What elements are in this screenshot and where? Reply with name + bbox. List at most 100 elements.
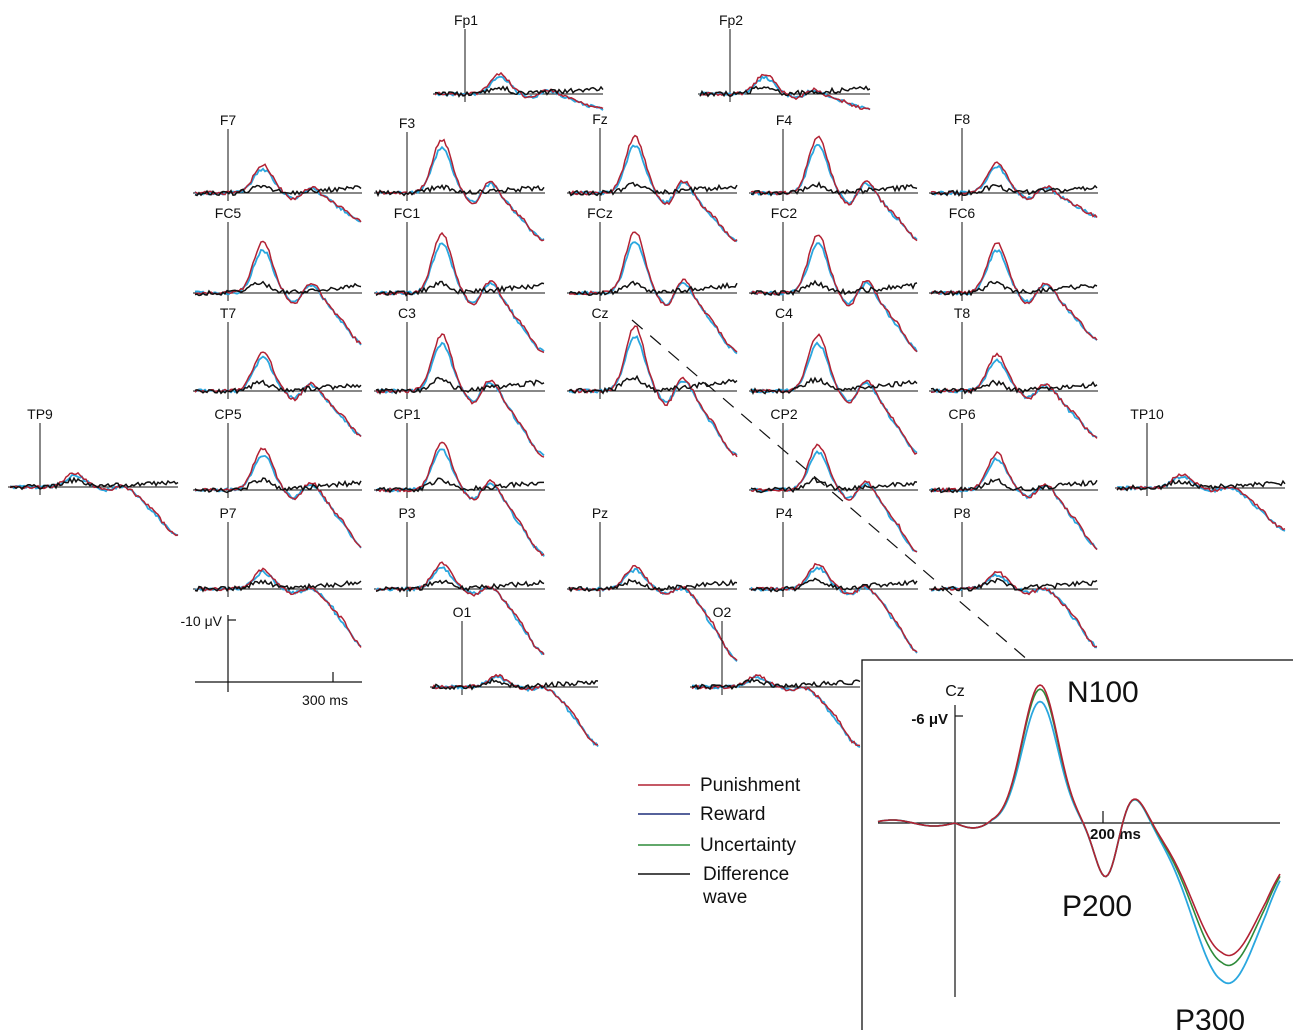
waveform-reward xyxy=(434,75,604,111)
legend-label-wave: wave xyxy=(702,887,747,908)
electrode-label: O1 xyxy=(453,604,472,620)
electrode-cp6: CP6 xyxy=(929,406,1098,551)
waveform-punishment xyxy=(930,451,1098,551)
waveform-difference xyxy=(434,85,604,98)
electrode-label: FCz xyxy=(587,205,613,221)
waveform-difference xyxy=(375,183,545,198)
electrode-label: Fp2 xyxy=(719,12,743,28)
waveform-punishment xyxy=(375,138,545,242)
waveform-difference xyxy=(930,379,1098,395)
electrode-label: Fp1 xyxy=(454,12,478,28)
electrode-t8: T8 xyxy=(929,305,1098,439)
waveform-reward xyxy=(931,358,1098,438)
waveform-reward xyxy=(568,241,738,355)
electrode-label: F3 xyxy=(399,115,416,131)
waveform-difference xyxy=(194,184,362,197)
waveform-difference xyxy=(750,376,918,396)
electrode-fz: Fz xyxy=(567,111,738,243)
electrode-label: CP2 xyxy=(770,406,797,422)
scale-bar-amplitude-label: -10 μV xyxy=(180,613,222,629)
waveform-difference xyxy=(9,476,179,491)
waveform-reward xyxy=(568,334,738,456)
waveform-difference xyxy=(194,379,362,395)
electrode-p7: P7 xyxy=(193,505,362,648)
electrode-label: FC6 xyxy=(949,205,976,221)
inset-amplitude-label: -6 μV xyxy=(911,711,948,728)
waveform-punishment xyxy=(434,71,604,110)
waveform-difference xyxy=(750,577,918,593)
waveform-difference xyxy=(375,376,545,395)
waveform-punishment xyxy=(194,447,362,548)
waveform-difference xyxy=(930,478,1098,494)
waveform-punishment xyxy=(1116,473,1286,531)
electrode-f7: F7 xyxy=(193,112,362,223)
inset-waveform-punishment xyxy=(877,684,1281,957)
waveform-punishment xyxy=(194,351,362,438)
waveform-difference xyxy=(375,579,545,593)
electrode-label: T7 xyxy=(220,305,237,321)
waveform-punishment xyxy=(930,570,1098,648)
electrode-label: TP9 xyxy=(27,406,53,422)
waveform-punishment xyxy=(568,231,738,353)
electrode-f4: F4 xyxy=(749,112,918,242)
waveform-punishment xyxy=(195,567,362,648)
waveform-reward xyxy=(750,341,918,454)
electrode-fc1: FC1 xyxy=(374,205,545,354)
waveform-punishment xyxy=(9,471,179,537)
electrode-o2: O2 xyxy=(690,604,861,749)
electrode-p3: P3 xyxy=(374,505,545,656)
electrode-cp1: CP1 xyxy=(374,406,545,557)
waveform-punishment xyxy=(375,333,545,458)
electrode-fc2: FC2 xyxy=(749,205,918,353)
electrode-label: Pz xyxy=(592,505,608,521)
waveform-punishment xyxy=(750,443,918,553)
legend-label-punishment: Punishment xyxy=(700,775,801,796)
waveform-punishment xyxy=(375,231,545,354)
electrode-fc6: FC6 xyxy=(929,205,1098,341)
electrode-cp5: CP5 xyxy=(193,406,362,549)
electrode-label: FC1 xyxy=(394,205,421,221)
electrode-label: FC5 xyxy=(215,205,242,221)
electrode-label: P4 xyxy=(775,505,792,521)
waveform-difference xyxy=(930,184,1098,197)
electrode-c3: C3 xyxy=(374,305,545,458)
electrode-tp9: TP9 xyxy=(8,406,179,537)
waveform-difference xyxy=(194,280,362,297)
waveform-reward xyxy=(930,249,1098,341)
waveform-difference xyxy=(1116,478,1286,492)
inset-electrode-label: Cz xyxy=(945,683,965,700)
waveform-punishment xyxy=(930,352,1098,439)
electrode-label: Cz xyxy=(591,305,608,321)
waveform-reward xyxy=(194,248,362,346)
electrode-label: T8 xyxy=(954,305,971,321)
waveform-difference xyxy=(930,280,1098,297)
waveform-reward xyxy=(750,242,918,353)
legend-label-uncertainty: Uncertainty xyxy=(700,835,797,856)
electrode-fc5: FC5 xyxy=(193,205,362,346)
waveform-punishment xyxy=(568,134,738,243)
inset-time-label: 200 ms xyxy=(1090,826,1141,843)
inset-waveforms xyxy=(877,684,1281,985)
waveform-reward xyxy=(194,454,362,549)
legend-label-reward: Reward xyxy=(700,804,765,825)
electrode-label: P3 xyxy=(398,505,415,521)
waveform-difference xyxy=(431,677,599,691)
electrode-fp2: Fp2 xyxy=(698,12,871,111)
waveform-punishment xyxy=(375,441,545,557)
electrode-label: C4 xyxy=(775,305,793,321)
electrode-label: TP10 xyxy=(1130,406,1164,422)
waveform-reward xyxy=(375,448,545,557)
electrode-cz: Cz xyxy=(567,305,738,458)
waveform-difference xyxy=(699,85,871,98)
electrode-p8: P8 xyxy=(929,505,1098,649)
electrode-tp10: TP10 xyxy=(1115,406,1286,532)
inset-peak-n100: N100 xyxy=(1067,676,1139,709)
waveform-reward xyxy=(194,355,362,437)
electrode-p4: P4 xyxy=(749,505,918,654)
electrode-label: P8 xyxy=(953,505,970,521)
waveform-reward xyxy=(568,567,738,662)
waveform-difference xyxy=(691,677,861,691)
electrode-o1: O1 xyxy=(430,604,599,747)
electrode-label: Fz xyxy=(592,111,608,127)
electrode-f8: F8 xyxy=(929,111,1098,218)
